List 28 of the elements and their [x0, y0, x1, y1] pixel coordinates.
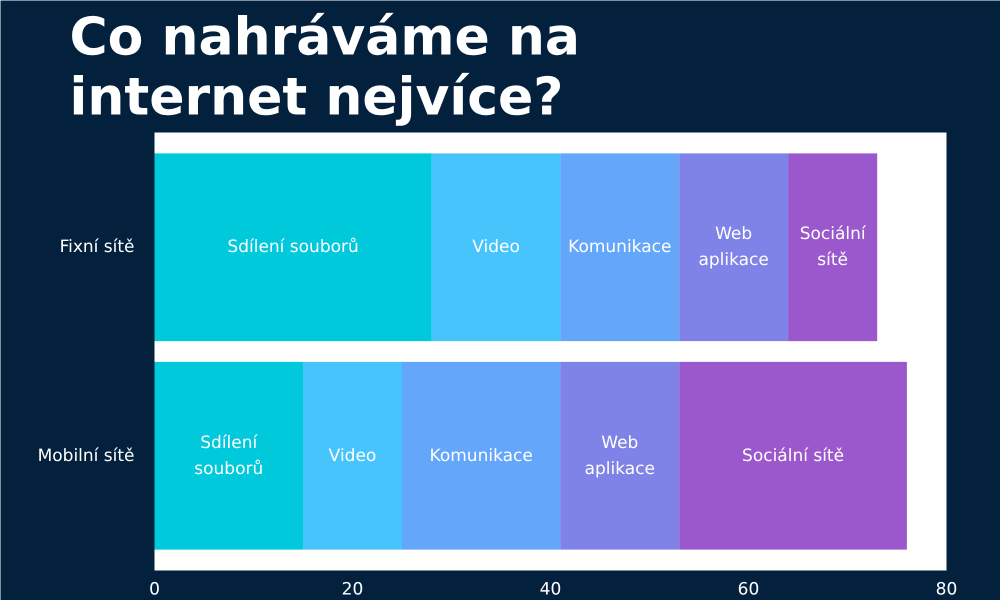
series-label: Komunikace	[568, 237, 672, 258]
bar	[154, 153, 432, 342]
bar	[303, 362, 402, 550]
bar	[679, 153, 788, 342]
chart-title: Co nahráváme na internet nejvíce?	[70, 8, 580, 128]
series-label: Sdílení souborů	[194, 432, 264, 479]
x-tick-label: 20	[342, 580, 364, 600]
x-tick-label: 0	[149, 580, 160, 600]
bar	[788, 153, 878, 342]
text: Komunikace	[430, 446, 533, 466]
bar	[560, 153, 680, 342]
x-tick-label: 60	[738, 580, 760, 600]
series-label: Video	[328, 446, 376, 466]
text: Sociální sítě	[742, 446, 844, 466]
series-label: Web aplikace	[698, 224, 769, 270]
series-label: Sociální sítě	[800, 224, 867, 270]
text: Video	[472, 237, 520, 258]
bar	[402, 362, 560, 550]
text: Web aplikace	[584, 432, 656, 479]
bar	[560, 362, 680, 550]
x-tick-label: 80	[936, 580, 958, 600]
bar	[154, 362, 303, 550]
x-tick-label: 40	[540, 580, 562, 600]
text: Sdílení souborů	[227, 237, 359, 258]
bar	[679, 362, 907, 550]
y-tick-label: Fixní sítě	[60, 237, 135, 258]
y-tick-label: Mobilní sítě	[38, 446, 135, 466]
bar	[432, 153, 560, 342]
